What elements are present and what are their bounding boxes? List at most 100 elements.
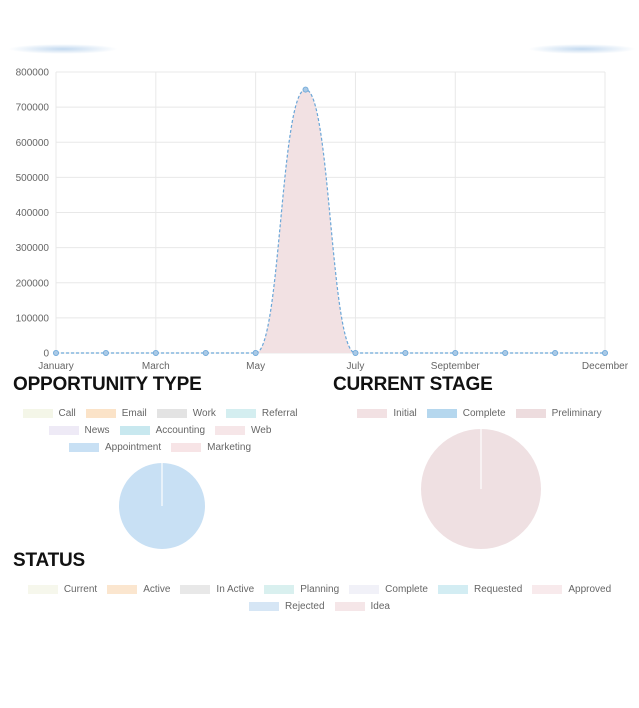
legend-swatch bbox=[249, 602, 279, 611]
legend-item[interactable]: In Active bbox=[180, 584, 254, 595]
x-tick-label: January bbox=[38, 361, 74, 372]
data-point[interactable] bbox=[353, 350, 358, 355]
legend-label: Planning bbox=[300, 584, 339, 595]
x-tick-label: July bbox=[347, 361, 365, 372]
y-tick-label: 700000 bbox=[16, 103, 50, 114]
opportunity-type-pie-chart bbox=[117, 461, 207, 551]
header-shadow-left bbox=[8, 44, 118, 54]
legend-swatch bbox=[532, 585, 562, 594]
legend-label: Initial bbox=[393, 408, 416, 419]
legend-swatch bbox=[107, 585, 137, 594]
legend-label: Accounting bbox=[156, 425, 205, 436]
legend-item[interactable]: Requested bbox=[438, 584, 522, 595]
legend-row: Appointment Marketing bbox=[0, 439, 320, 456]
legend-row: Current Active In Active Planning Complete Re… bbox=[0, 581, 639, 598]
data-point[interactable] bbox=[53, 350, 58, 355]
y-tick-label: 500000 bbox=[16, 173, 50, 184]
x-tick-label: December bbox=[582, 361, 629, 372]
legend-item[interactable]: Referral bbox=[226, 408, 298, 419]
legend-item[interactable]: News bbox=[49, 425, 110, 436]
legend-swatch bbox=[349, 585, 379, 594]
legend-label: Complete bbox=[385, 584, 428, 595]
y-tick-label: 100000 bbox=[16, 313, 50, 324]
legend-swatch bbox=[357, 409, 387, 418]
legend-swatch bbox=[120, 426, 150, 435]
current-stage-title: CURRENT STAGE bbox=[333, 374, 493, 396]
legend-item[interactable]: Work bbox=[157, 408, 216, 419]
data-point[interactable] bbox=[503, 350, 508, 355]
legend-item[interactable]: Call bbox=[23, 408, 76, 419]
legend-item[interactable]: Active bbox=[107, 584, 170, 595]
legend-row: News Accounting Web bbox=[0, 422, 320, 439]
legend-item[interactable]: Rejected bbox=[249, 601, 324, 612]
data-point[interactable] bbox=[403, 350, 408, 355]
legend-item[interactable]: Accounting bbox=[120, 425, 205, 436]
y-tick-label: 600000 bbox=[16, 138, 50, 149]
legend-swatch bbox=[180, 585, 210, 594]
legend-item[interactable]: Approved bbox=[532, 584, 611, 595]
current-stage-legend: Initial Complete Preliminary bbox=[320, 405, 639, 422]
x-tick-label: May bbox=[246, 361, 265, 372]
legend-label: Web bbox=[251, 425, 271, 436]
legend-label: News bbox=[85, 425, 110, 436]
legend-swatch bbox=[86, 409, 116, 418]
data-point[interactable] bbox=[453, 350, 458, 355]
legend-item[interactable]: Web bbox=[215, 425, 271, 436]
y-tick-label: 800000 bbox=[16, 68, 50, 79]
legend-item[interactable]: Idea bbox=[335, 601, 390, 612]
x-tick-label: March bbox=[142, 361, 170, 372]
legend-swatch bbox=[264, 585, 294, 594]
legend-swatch bbox=[335, 602, 365, 611]
legend-swatch bbox=[28, 585, 58, 594]
monthly-area-chart: 800000 700000 600000 500000 400000 300000 2000… bbox=[0, 60, 639, 380]
legend-item[interactable]: Complete bbox=[427, 408, 506, 419]
legend-label: Complete bbox=[463, 408, 506, 419]
legend-swatch bbox=[226, 409, 256, 418]
legend-swatch bbox=[171, 443, 201, 452]
legend-label: Marketing bbox=[207, 442, 251, 453]
legend-swatch bbox=[69, 443, 99, 452]
legend-swatch bbox=[516, 409, 546, 418]
x-tick-label: September bbox=[431, 361, 481, 372]
data-point[interactable] bbox=[303, 87, 308, 92]
legend-label: Approved bbox=[568, 584, 611, 595]
y-tick-label: 0 bbox=[43, 349, 49, 360]
data-point[interactable] bbox=[253, 350, 258, 355]
legend-item[interactable]: Planning bbox=[264, 584, 339, 595]
status-legend: Current Active In Active Planning Complete Re… bbox=[0, 581, 639, 615]
legend-label: Requested bbox=[474, 584, 522, 595]
data-point[interactable] bbox=[602, 350, 607, 355]
legend-swatch bbox=[23, 409, 53, 418]
legend-label: Idea bbox=[371, 601, 390, 612]
series-area-fill bbox=[56, 90, 605, 353]
data-point[interactable] bbox=[552, 350, 557, 355]
legend-item[interactable]: Marketing bbox=[171, 442, 251, 453]
legend-item[interactable]: Current bbox=[28, 584, 97, 595]
legend-label: Work bbox=[193, 408, 216, 419]
legend-swatch bbox=[427, 409, 457, 418]
data-point[interactable] bbox=[103, 350, 108, 355]
legend-label: Email bbox=[122, 408, 147, 419]
legend-swatch bbox=[49, 426, 79, 435]
data-point[interactable] bbox=[153, 350, 158, 355]
legend-label: Preliminary bbox=[552, 408, 602, 419]
legend-row: Initial Complete Preliminary bbox=[320, 405, 639, 422]
legend-item[interactable]: Complete bbox=[349, 584, 428, 595]
header-shadow-right bbox=[528, 44, 636, 54]
legend-swatch bbox=[157, 409, 187, 418]
legend-label: In Active bbox=[216, 584, 254, 595]
legend-label: Current bbox=[64, 584, 97, 595]
legend-item[interactable]: Initial bbox=[357, 408, 416, 419]
opportunity-type-legend: Call Email Work Referral News Accounting Web Ap… bbox=[0, 405, 320, 456]
opportunity-type-title: OPPORTUNITY TYPE bbox=[13, 374, 202, 396]
legend-item[interactable]: Preliminary bbox=[516, 408, 602, 419]
legend-item[interactable]: Email bbox=[86, 408, 147, 419]
legend-swatch bbox=[438, 585, 468, 594]
legend-label: Referral bbox=[262, 408, 298, 419]
legend-swatch bbox=[215, 426, 245, 435]
y-tick-label: 400000 bbox=[16, 208, 50, 219]
legend-label: Active bbox=[143, 584, 170, 595]
data-point[interactable] bbox=[203, 350, 208, 355]
legend-item[interactable]: Appointment bbox=[69, 442, 161, 453]
legend-label: Call bbox=[59, 408, 76, 419]
